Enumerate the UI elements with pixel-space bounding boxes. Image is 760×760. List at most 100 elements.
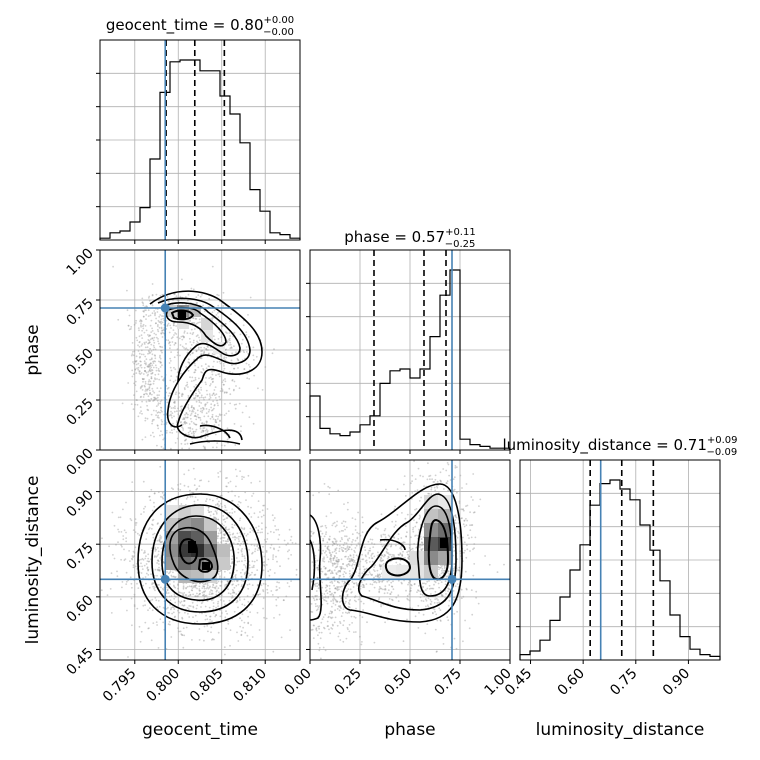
sample-point xyxy=(145,309,147,312)
sample-point xyxy=(186,332,189,335)
sample-point xyxy=(324,524,327,527)
sample-point xyxy=(157,338,159,340)
sample-point xyxy=(379,568,382,570)
sample-point xyxy=(215,590,218,593)
sample-point xyxy=(427,605,430,608)
sample-point xyxy=(175,431,178,433)
sample-point xyxy=(359,560,362,563)
sample-point xyxy=(190,585,193,588)
sample-point xyxy=(362,558,365,561)
sample-point xyxy=(205,500,207,503)
sample-point xyxy=(214,587,217,590)
sample-point xyxy=(331,524,334,527)
sample-point xyxy=(441,595,444,597)
sample-point xyxy=(170,429,173,431)
sample-point xyxy=(401,554,404,557)
sample-point xyxy=(434,581,437,584)
sample-point xyxy=(479,498,482,501)
title-luminosity-distance: luminosity_distance = 0.71+0.09 −0.09 xyxy=(502,435,737,458)
sample-point xyxy=(134,368,137,371)
sample-point xyxy=(351,558,354,561)
sample-point xyxy=(171,432,174,434)
sample-point xyxy=(444,596,447,599)
sample-point xyxy=(377,551,379,554)
sample-point xyxy=(149,380,152,383)
sample-point xyxy=(313,599,316,602)
sample-point xyxy=(185,296,187,298)
sample-point xyxy=(170,351,173,353)
x-tick-label: 0.805 xyxy=(187,666,227,706)
sample-point xyxy=(213,516,215,519)
sample-point xyxy=(195,488,198,491)
sample-point xyxy=(334,549,337,551)
sample-point xyxy=(239,617,241,620)
sample-point xyxy=(316,567,318,569)
sample-point xyxy=(381,581,383,583)
sample-point xyxy=(191,410,193,413)
sample-point xyxy=(379,565,382,568)
sample-point xyxy=(205,428,208,431)
sample-point xyxy=(348,630,351,633)
sample-point xyxy=(170,337,173,340)
sample-point xyxy=(140,322,142,325)
sample-point xyxy=(212,584,215,587)
sample-point xyxy=(431,587,434,590)
sample-point xyxy=(152,344,155,347)
sample-point xyxy=(437,599,439,601)
sample-point xyxy=(176,336,179,339)
sample-point xyxy=(155,336,158,339)
sample-point xyxy=(152,409,155,412)
sample-point xyxy=(238,590,241,593)
sample-point xyxy=(148,342,150,344)
sample-point xyxy=(333,563,336,565)
sample-point xyxy=(445,469,448,472)
sample-point xyxy=(223,646,226,649)
sample-point xyxy=(330,617,333,620)
sample-point xyxy=(211,311,214,314)
sample-point xyxy=(421,593,424,596)
sample-point xyxy=(143,331,146,334)
sample-point xyxy=(340,567,343,569)
sample-point xyxy=(191,352,194,355)
sample-point xyxy=(188,410,191,412)
sample-point xyxy=(231,499,234,502)
sample-point xyxy=(349,588,352,591)
sample-point xyxy=(154,589,156,592)
sample-point xyxy=(444,583,447,586)
title-plus-0: +0.00 xyxy=(264,15,295,26)
sample-point xyxy=(138,352,141,355)
sample-point xyxy=(353,596,356,599)
sample-point xyxy=(247,336,250,338)
sample-point xyxy=(185,421,187,424)
sample-point xyxy=(203,583,205,586)
sample-point xyxy=(145,358,148,361)
sample-point xyxy=(207,365,210,367)
sample-point xyxy=(220,569,222,572)
sample-point xyxy=(210,510,213,513)
sample-point xyxy=(199,592,201,595)
sample-point xyxy=(203,591,206,593)
sample-point xyxy=(195,607,198,610)
sample-point xyxy=(354,616,357,619)
sample-point xyxy=(147,352,149,355)
sample-point xyxy=(333,550,336,553)
sample-point xyxy=(156,387,159,389)
sample-point xyxy=(150,377,153,380)
sample-point xyxy=(339,570,342,573)
sample-point xyxy=(439,589,442,592)
sample-point xyxy=(322,539,325,542)
hist-geocent-time xyxy=(96,39,301,244)
sample-point xyxy=(324,567,327,569)
sample-point xyxy=(211,586,214,589)
sample-point xyxy=(179,489,182,491)
sample-point xyxy=(147,297,150,299)
sample-point xyxy=(231,512,234,514)
sample-point xyxy=(136,367,138,370)
sample-point xyxy=(176,410,178,413)
sample-point xyxy=(417,467,420,470)
sample-point xyxy=(471,524,474,526)
sample-point xyxy=(137,344,139,347)
sample-point xyxy=(205,432,207,435)
sample-point xyxy=(241,411,244,414)
